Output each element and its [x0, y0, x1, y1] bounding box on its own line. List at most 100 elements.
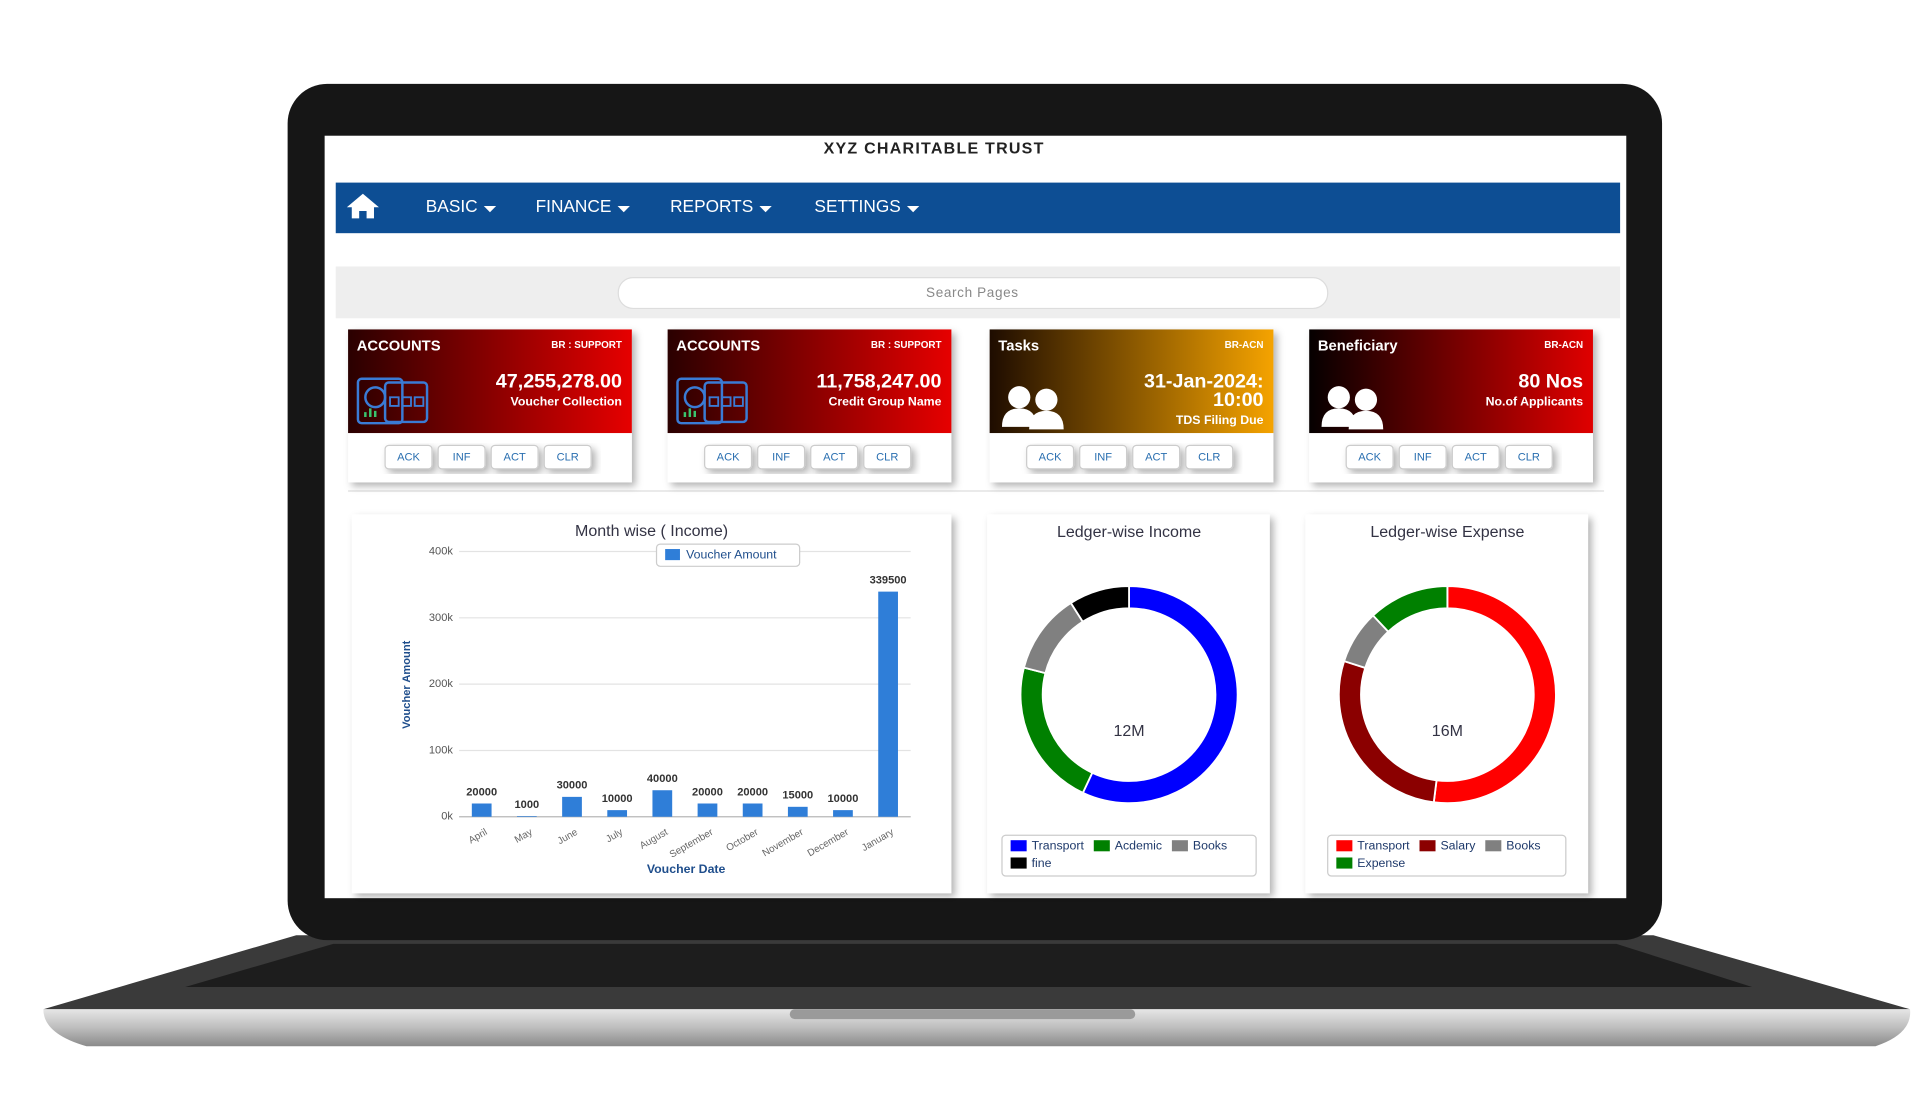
card-button-label: INF — [772, 452, 790, 464]
legend-swatch — [1010, 840, 1027, 852]
legend-label: Salary — [1440, 839, 1476, 853]
nav-item[interactable]: BASIC — [426, 196, 478, 216]
card-button[interactable] — [1345, 444, 1394, 470]
nav-item[interactable]: FINANCE — [536, 196, 612, 216]
card-button-label: ACT — [504, 452, 526, 464]
card-branch: BR : SUPPORT — [871, 340, 942, 351]
chart-title: Ledger-wise Expense — [1370, 523, 1524, 541]
card-button-label: ACK — [397, 452, 420, 464]
card-button-label: INF — [1414, 452, 1432, 464]
legend-swatch — [1010, 857, 1027, 869]
icon-part — [1327, 386, 1350, 409]
card-button[interactable] — [384, 444, 433, 470]
y-axis-label: Voucher Amount — [401, 640, 413, 728]
legend-swatch — [1485, 840, 1502, 852]
card-label: ACCOUNTS — [676, 339, 760, 355]
card-button[interactable] — [1185, 444, 1234, 470]
bar-value-label: 1000 — [515, 799, 540, 811]
nav-item[interactable]: SETTINGS — [814, 196, 900, 216]
card-value: 10:00 — [1213, 389, 1263, 411]
app-title: XYZ CHARITABLE TRUST — [824, 140, 1045, 158]
card-button[interactable] — [757, 444, 806, 470]
card-icon — [676, 377, 748, 425]
legend-swatch — [1093, 840, 1110, 852]
legend-swatch — [1419, 840, 1436, 852]
nav-caret — [759, 206, 772, 213]
card-button-label: CLR — [557, 452, 579, 464]
icon-part — [1035, 388, 1058, 411]
card-subtitle: Credit Group Name — [828, 394, 941, 408]
icon-part — [364, 408, 377, 418]
card-button-label: ACT — [1465, 452, 1487, 464]
donut-slice — [1069, 585, 1130, 623]
nav-item[interactable]: REPORTS — [670, 196, 753, 216]
card-value: 47,255,278.00 — [496, 371, 622, 393]
legend-label: Voucher Amount — [686, 547, 777, 561]
legend-label: Expense — [1357, 856, 1405, 870]
search-box[interactable] — [617, 276, 1329, 310]
legend-box — [655, 543, 801, 567]
card-button-label: ACT — [1145, 452, 1167, 464]
bar-value-label: 339500 — [870, 574, 907, 586]
icon-part — [733, 396, 744, 407]
card-icon — [1001, 386, 1064, 430]
legend-label: fine — [1032, 856, 1052, 870]
bar — [471, 803, 492, 817]
card-label: Beneficiary — [1318, 339, 1399, 355]
icon-part — [383, 381, 429, 424]
card-button[interactable] — [1132, 444, 1181, 470]
y-tick-label: 300k — [429, 612, 454, 624]
bar-value-label: 20000 — [737, 786, 768, 798]
card-button[interactable] — [810, 444, 859, 470]
card-branch: BR-ACN — [1225, 340, 1264, 351]
legend-label: Transport — [1032, 839, 1085, 853]
card-button[interactable] — [543, 444, 592, 470]
icon-part — [1001, 408, 1037, 427]
donut-center-label: 12M — [1113, 722, 1144, 740]
card-button[interactable] — [1079, 444, 1128, 470]
nav-caret — [617, 206, 630, 213]
legend-box — [1001, 834, 1257, 877]
card-button[interactable] — [704, 444, 753, 470]
card-button[interactable] — [490, 444, 539, 470]
card-subtitle: No.of Applicants — [1486, 394, 1584, 408]
bar — [697, 803, 718, 817]
icon-part — [1354, 388, 1378, 411]
legend-swatch — [665, 549, 680, 561]
x-axis-label: Voucher Date — [647, 862, 726, 876]
icon-part — [401, 396, 412, 407]
card-button[interactable] — [437, 444, 486, 470]
icon-part — [720, 396, 732, 407]
card-button[interactable] — [1451, 444, 1500, 470]
laptop-base — [43, 1009, 1911, 1047]
card-button[interactable] — [863, 444, 912, 470]
bar — [787, 806, 808, 817]
card-button[interactable] — [1026, 444, 1075, 470]
icon-part — [1348, 410, 1384, 430]
bar — [878, 591, 898, 817]
bar — [833, 810, 853, 817]
card-button-label: ACK — [1039, 452, 1062, 464]
card-button[interactable] — [1504, 444, 1553, 470]
card-icon — [356, 377, 429, 425]
legend-box — [1327, 834, 1567, 877]
nav-bar — [335, 182, 1621, 234]
search-placeholder: Search Pages — [926, 285, 1019, 300]
card-value: 31-Jan-2024: — [1144, 371, 1264, 393]
card-button-label: INF — [453, 452, 471, 464]
keyboard — [185, 943, 1753, 988]
bar — [562, 796, 582, 817]
icon-part — [1029, 410, 1064, 430]
card-button-label: ACK — [717, 452, 740, 464]
donut-slice — [1081, 585, 1239, 805]
bar-value-label: 15000 — [782, 790, 813, 802]
donut-center-label: 16M — [1432, 722, 1463, 740]
legend-label: Books — [1506, 839, 1540, 853]
icon-part — [703, 381, 748, 424]
legend-label: Transport — [1357, 839, 1410, 853]
icon-part — [413, 396, 425, 407]
icon-part — [1321, 408, 1357, 427]
card-button[interactable] — [1398, 444, 1447, 470]
home-icon[interactable] — [346, 193, 379, 219]
